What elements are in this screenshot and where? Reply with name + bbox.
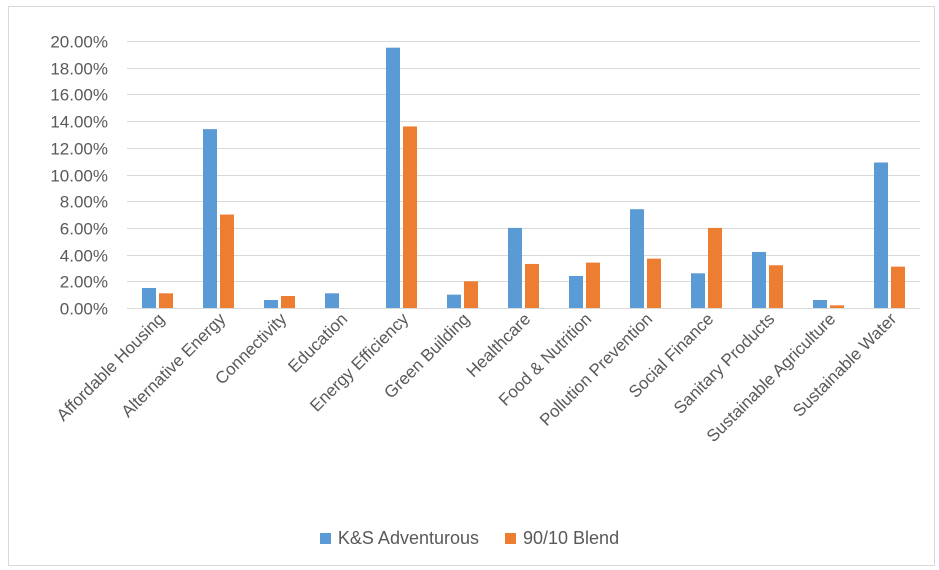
x-tick-label: Affordable Housing — [53, 309, 168, 424]
y-tick-label: 14.00% — [50, 113, 108, 132]
bar-series-2 — [464, 281, 478, 308]
legend-label-series-1: K&S Adventurous — [337, 528, 479, 548]
y-tick-label: 12.00% — [50, 140, 108, 159]
legend-item-series-1: K&S Adventurous — [319, 528, 479, 549]
y-tick-label: 10.00% — [50, 167, 108, 186]
x-tick-label: Alternative Energy — [118, 309, 230, 421]
bars — [142, 47, 905, 309]
bar-series-1 — [386, 47, 400, 309]
gridlines — [127, 41, 920, 309]
bar-series-1 — [874, 162, 888, 308]
bar-series-1 — [325, 293, 339, 308]
legend-label-series-2: 90/10 Blend — [523, 528, 620, 548]
y-tick-label: 16.00% — [50, 86, 108, 105]
bar-series-1 — [264, 299, 278, 308]
y-tick-label: 8.00% — [60, 193, 108, 212]
legend-item-series-2: 90/10 Blend — [505, 528, 619, 549]
bar-series-2 — [586, 262, 600, 308]
x-tick-label: Pollution Prevention — [536, 309, 656, 429]
bar-series-2 — [891, 266, 905, 308]
bar-series-1 — [508, 227, 522, 308]
bar-series-2 — [647, 258, 661, 308]
bar-series-1 — [691, 273, 705, 308]
bar-series-1 — [813, 299, 827, 308]
bar-series-1 — [569, 275, 583, 308]
bar-series-1 — [752, 251, 766, 308]
y-tick-label: 4.00% — [60, 247, 108, 266]
bar-series-2 — [220, 214, 234, 308]
y-axis-tick-labels: 0.00% 2.00% 4.00% 6.00% 8.00% 10.00% 12.00% 14.… — [50, 33, 108, 319]
bar-series-1 — [142, 287, 156, 308]
legend: K&S Adventurous 90/10 Blend — [0, 528, 939, 549]
y-tick-label: 2.00% — [60, 273, 108, 292]
y-tick-label: 18.00% — [50, 60, 108, 79]
y-tick-label: 20.00% — [50, 33, 108, 52]
legend-swatch-series-2 — [505, 533, 516, 544]
legend-swatch-series-1 — [319, 533, 331, 544]
y-tick-label: 0.00% — [60, 300, 108, 319]
bar-series-2 — [281, 295, 295, 308]
bar-series-2 — [769, 265, 783, 308]
bar-series-1 — [203, 129, 217, 308]
bar-series-2 — [403, 126, 417, 308]
bar-series-1 — [630, 209, 644, 308]
x-tick-label: Sustainable Water — [789, 309, 900, 420]
bar-series-2 — [708, 227, 722, 308]
bar-series-2 — [525, 263, 539, 308]
bar-series-2 — [159, 293, 173, 308]
y-tick-label: 6.00% — [60, 220, 108, 239]
bar-series-1 — [447, 294, 461, 308]
bar-series-2 — [830, 305, 844, 308]
